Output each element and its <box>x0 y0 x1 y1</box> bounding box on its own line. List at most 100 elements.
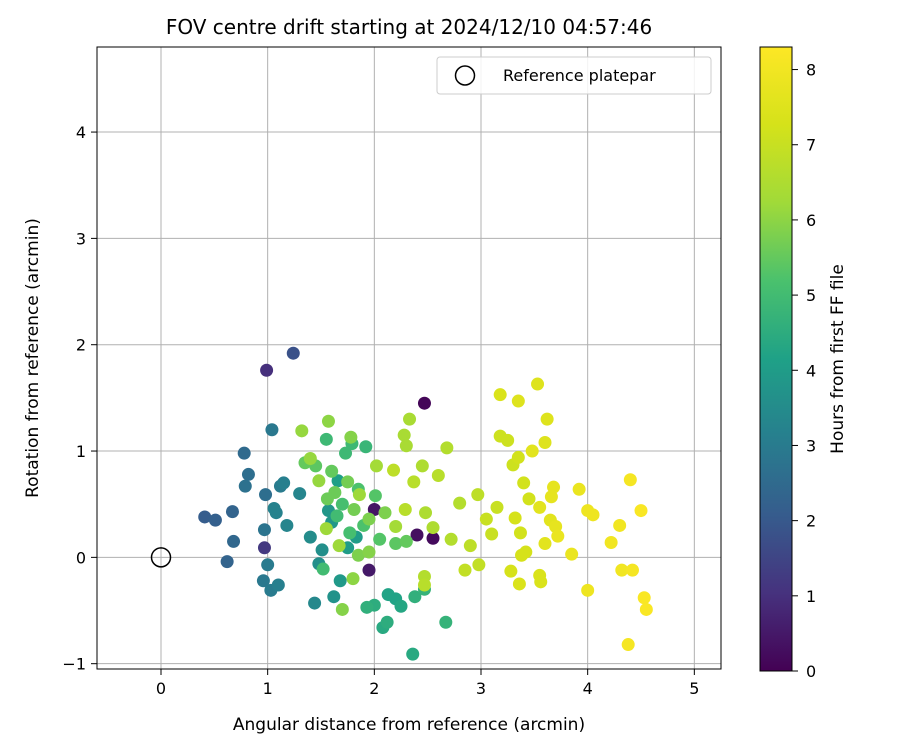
data-point <box>547 480 561 494</box>
data-point <box>511 394 525 408</box>
data-point <box>362 563 376 577</box>
data-point <box>271 578 285 592</box>
data-point <box>265 423 279 437</box>
data-point <box>463 539 477 553</box>
x-tick-label: 0 <box>156 679 166 698</box>
colorbar-gradient <box>759 46 793 672</box>
colorbar-tick-label: 5 <box>806 286 816 305</box>
x-tick-label: 2 <box>369 679 379 698</box>
data-point <box>347 503 361 517</box>
colorbar-ticks: 0 1 2 3 4 5 6 7 8 <box>792 61 816 681</box>
colorbar: 0 1 2 3 4 5 6 7 8 Hours from first FF file <box>759 46 848 681</box>
data-point <box>256 574 270 588</box>
data-point <box>399 534 413 548</box>
y-tick-label: 1 <box>76 442 86 461</box>
data-point <box>613 518 627 532</box>
data-point <box>625 563 639 577</box>
data-point <box>538 436 552 450</box>
data-point <box>346 572 360 586</box>
x-tick-label: 4 <box>583 679 593 698</box>
data-point <box>367 503 381 517</box>
x-axis-label: Angular distance from reference (arcmin) <box>233 715 585 735</box>
data-points <box>198 346 653 661</box>
data-point <box>321 414 335 428</box>
data-point <box>389 520 403 534</box>
data-point <box>512 577 526 591</box>
data-point <box>220 555 234 569</box>
data-point <box>479 512 493 526</box>
data-point <box>257 523 271 537</box>
colorbar-tick-label: 2 <box>806 512 816 531</box>
data-point <box>493 388 507 402</box>
colorbar-tick-label: 6 <box>806 211 816 230</box>
data-point <box>417 578 431 592</box>
data-point <box>621 638 635 652</box>
data-point <box>368 489 382 503</box>
y-axis-ticks: −1 0 1 2 3 4 <box>62 123 97 674</box>
data-point <box>538 537 552 551</box>
y-tick-label: 4 <box>76 123 86 142</box>
data-point <box>458 563 472 577</box>
data-point <box>531 377 545 391</box>
data-point <box>341 475 355 489</box>
data-point <box>399 439 413 453</box>
y-tick-label: −1 <box>62 655 86 674</box>
data-point <box>415 459 429 473</box>
data-point <box>286 346 300 360</box>
data-point <box>303 530 317 544</box>
data-point <box>373 532 387 546</box>
colorbar-tick-label: 8 <box>806 61 816 80</box>
plot-frame <box>96 46 722 670</box>
x-tick-label: 1 <box>263 679 273 698</box>
data-point <box>380 615 394 629</box>
data-point <box>335 497 349 511</box>
data-point <box>339 446 353 460</box>
x-axis-ticks: 0 1 2 3 4 5 <box>156 669 699 698</box>
data-point <box>511 450 525 464</box>
data-point <box>615 563 629 577</box>
data-point <box>639 602 653 616</box>
data-point <box>565 547 579 561</box>
data-point <box>572 482 586 496</box>
data-point <box>295 424 309 438</box>
data-point <box>293 487 307 501</box>
data-point <box>312 474 326 488</box>
data-point <box>227 534 241 548</box>
data-point <box>267 501 281 515</box>
data-point <box>316 562 330 576</box>
reference-marker <box>150 547 172 568</box>
data-point <box>369 459 383 473</box>
data-point <box>534 575 548 589</box>
data-point <box>327 590 341 604</box>
data-point <box>426 521 440 535</box>
legend-box <box>436 56 712 95</box>
data-point <box>604 535 618 549</box>
data-point <box>198 510 212 524</box>
data-point <box>208 513 222 527</box>
data-point <box>410 528 424 542</box>
data-point <box>551 529 565 543</box>
data-point <box>280 518 294 532</box>
x-tick-label: 3 <box>476 679 486 698</box>
data-point <box>504 564 518 578</box>
x-tick-label: 5 <box>689 679 699 698</box>
data-point <box>394 599 408 613</box>
data-point <box>440 441 454 455</box>
data-point <box>426 531 440 545</box>
data-point <box>453 496 467 510</box>
data-point <box>331 474 345 488</box>
data-point <box>335 602 349 616</box>
data-point <box>408 590 422 604</box>
data-point <box>241 467 255 481</box>
data-point <box>519 545 533 559</box>
data-point <box>257 541 271 555</box>
data-point <box>522 492 536 506</box>
y-tick-label: 3 <box>76 229 86 248</box>
data-point <box>237 446 251 460</box>
data-point <box>319 522 333 536</box>
data-point <box>634 504 648 518</box>
y-tick-label: 2 <box>76 336 86 355</box>
legend-label: Reference platepar <box>503 66 656 85</box>
data-point <box>485 527 499 541</box>
